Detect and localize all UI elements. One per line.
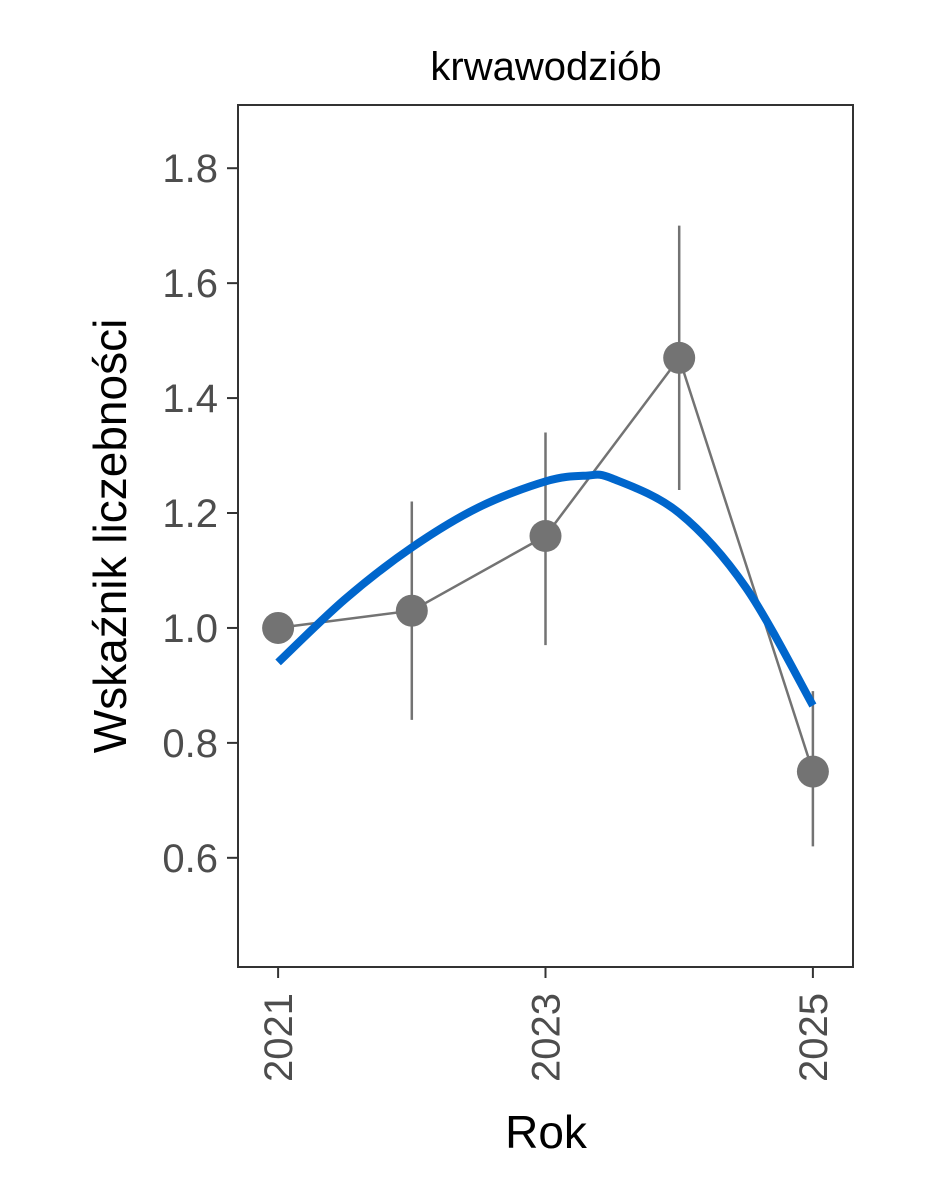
data-point	[529, 520, 562, 552]
y-tick-label: 1.8	[162, 147, 218, 191]
x-tick-label: 2023	[525, 993, 569, 1082]
y-tick-label: 1.2	[162, 492, 218, 536]
data-point	[663, 341, 696, 374]
y-tick-label: 0.8	[162, 722, 218, 766]
series-layer	[262, 225, 829, 847]
x-tick-label: 2025	[792, 993, 836, 1082]
x-axis-title: Rok	[505, 1106, 588, 1158]
y-tick-label: 1.4	[162, 377, 218, 421]
chart-title: krwawodziób	[430, 45, 661, 89]
x-axis: 2021 2023 2025	[257, 967, 836, 1082]
y-axis-title: Wskaźnik liczebności	[84, 319, 136, 754]
y-tick-label: 0.6	[162, 837, 218, 881]
y-axis: 0.6 0.8 1.0 1.2 1.4 1.6 1.8	[162, 147, 238, 881]
data-point	[262, 611, 295, 644]
trend-curve	[275, 470, 817, 708]
y-tick-label: 1.0	[162, 607, 218, 651]
y-tick-label: 1.6	[162, 262, 218, 306]
x-tick-label: 2021	[257, 993, 301, 1082]
data-point	[395, 594, 428, 627]
data-point	[796, 755, 829, 788]
